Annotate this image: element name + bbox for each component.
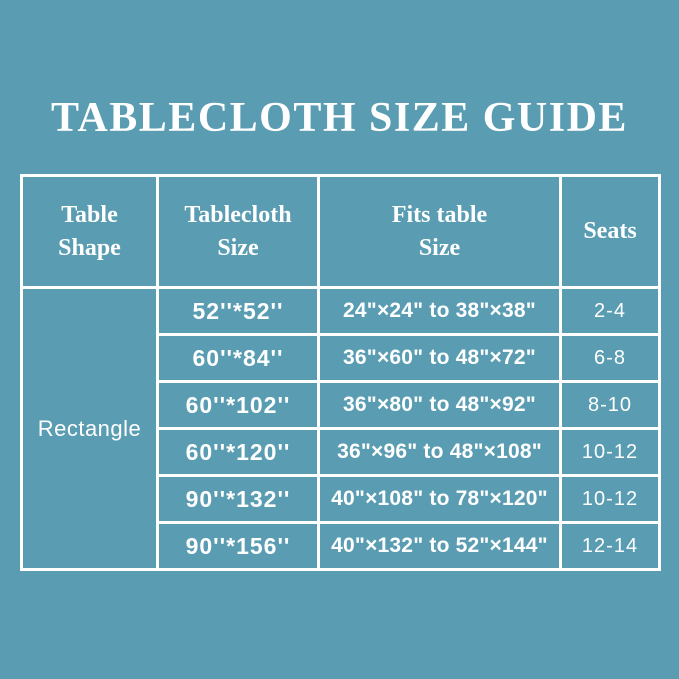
size-guide-table: Table Shape Tablecloth Size Fits table S… xyxy=(20,174,661,571)
fits-table-size-cell: 24"×24" to 38"×38" xyxy=(317,286,562,336)
tablecloth-size-cell: 60''*102'' xyxy=(156,380,320,430)
tablecloth-size-cell: 90''*156'' xyxy=(156,521,320,571)
fits-table-size-cell: 40"×132" to 52"×144" xyxy=(317,521,562,571)
tablecloth-size-cell: 60''*84'' xyxy=(156,333,320,383)
seats-cell: 10-12 xyxy=(559,474,661,524)
table-row: 90''*156'' 40"×132" to 52"×144" 12-14 xyxy=(22,521,661,571)
fits-table-size-cell: 36"×96" to 48"×108" xyxy=(317,427,562,477)
header-seats: Seats xyxy=(559,174,661,289)
table-row: Rectangle 52''*52'' 24"×24" to 38"×38" 2… xyxy=(20,286,661,571)
tablecloth-size-cell: 52''*52'' xyxy=(156,286,320,336)
table-row: 90''*132'' 40"×108" to 78"×120" 10-12 xyxy=(22,474,661,524)
fits-table-size-cell: 36"×60" to 48"×72" xyxy=(317,333,562,383)
tablecloth-size-cell: 60''*120'' xyxy=(156,427,320,477)
header-tablecloth-size: Tablecloth Size xyxy=(156,174,320,289)
table-row: 60''*102'' 36"×80" to 48"×92" 8-10 xyxy=(22,380,661,430)
seats-cell: 12-14 xyxy=(559,521,661,571)
fits-table-size-cell: 40"×108" to 78"×120" xyxy=(317,474,562,524)
seats-cell: 2-4 xyxy=(559,286,661,336)
page-title: TABLECLOTH SIZE GUIDE xyxy=(51,95,628,141)
table-header-row: Table Shape Tablecloth Size Fits table S… xyxy=(20,174,661,289)
seats-cell: 6-8 xyxy=(559,333,661,383)
tablecloth-size-cell: 90''*132'' xyxy=(156,474,320,524)
seats-cell: 10-12 xyxy=(559,427,661,477)
seats-cell: 8-10 xyxy=(559,380,661,430)
fits-table-size-cell: 36"×80" to 48"×92" xyxy=(317,380,562,430)
header-fits-table-size: Fits table Size xyxy=(317,174,562,289)
table-row: 60''*120'' 36"×96" to 48"×108" 10-12 xyxy=(22,427,661,477)
table-row: 60''*84'' 36"×60" to 48"×72" 6-8 xyxy=(22,333,661,383)
header-table-shape: Table Shape xyxy=(20,174,159,289)
table-shape-cell: Rectangle xyxy=(20,286,159,571)
